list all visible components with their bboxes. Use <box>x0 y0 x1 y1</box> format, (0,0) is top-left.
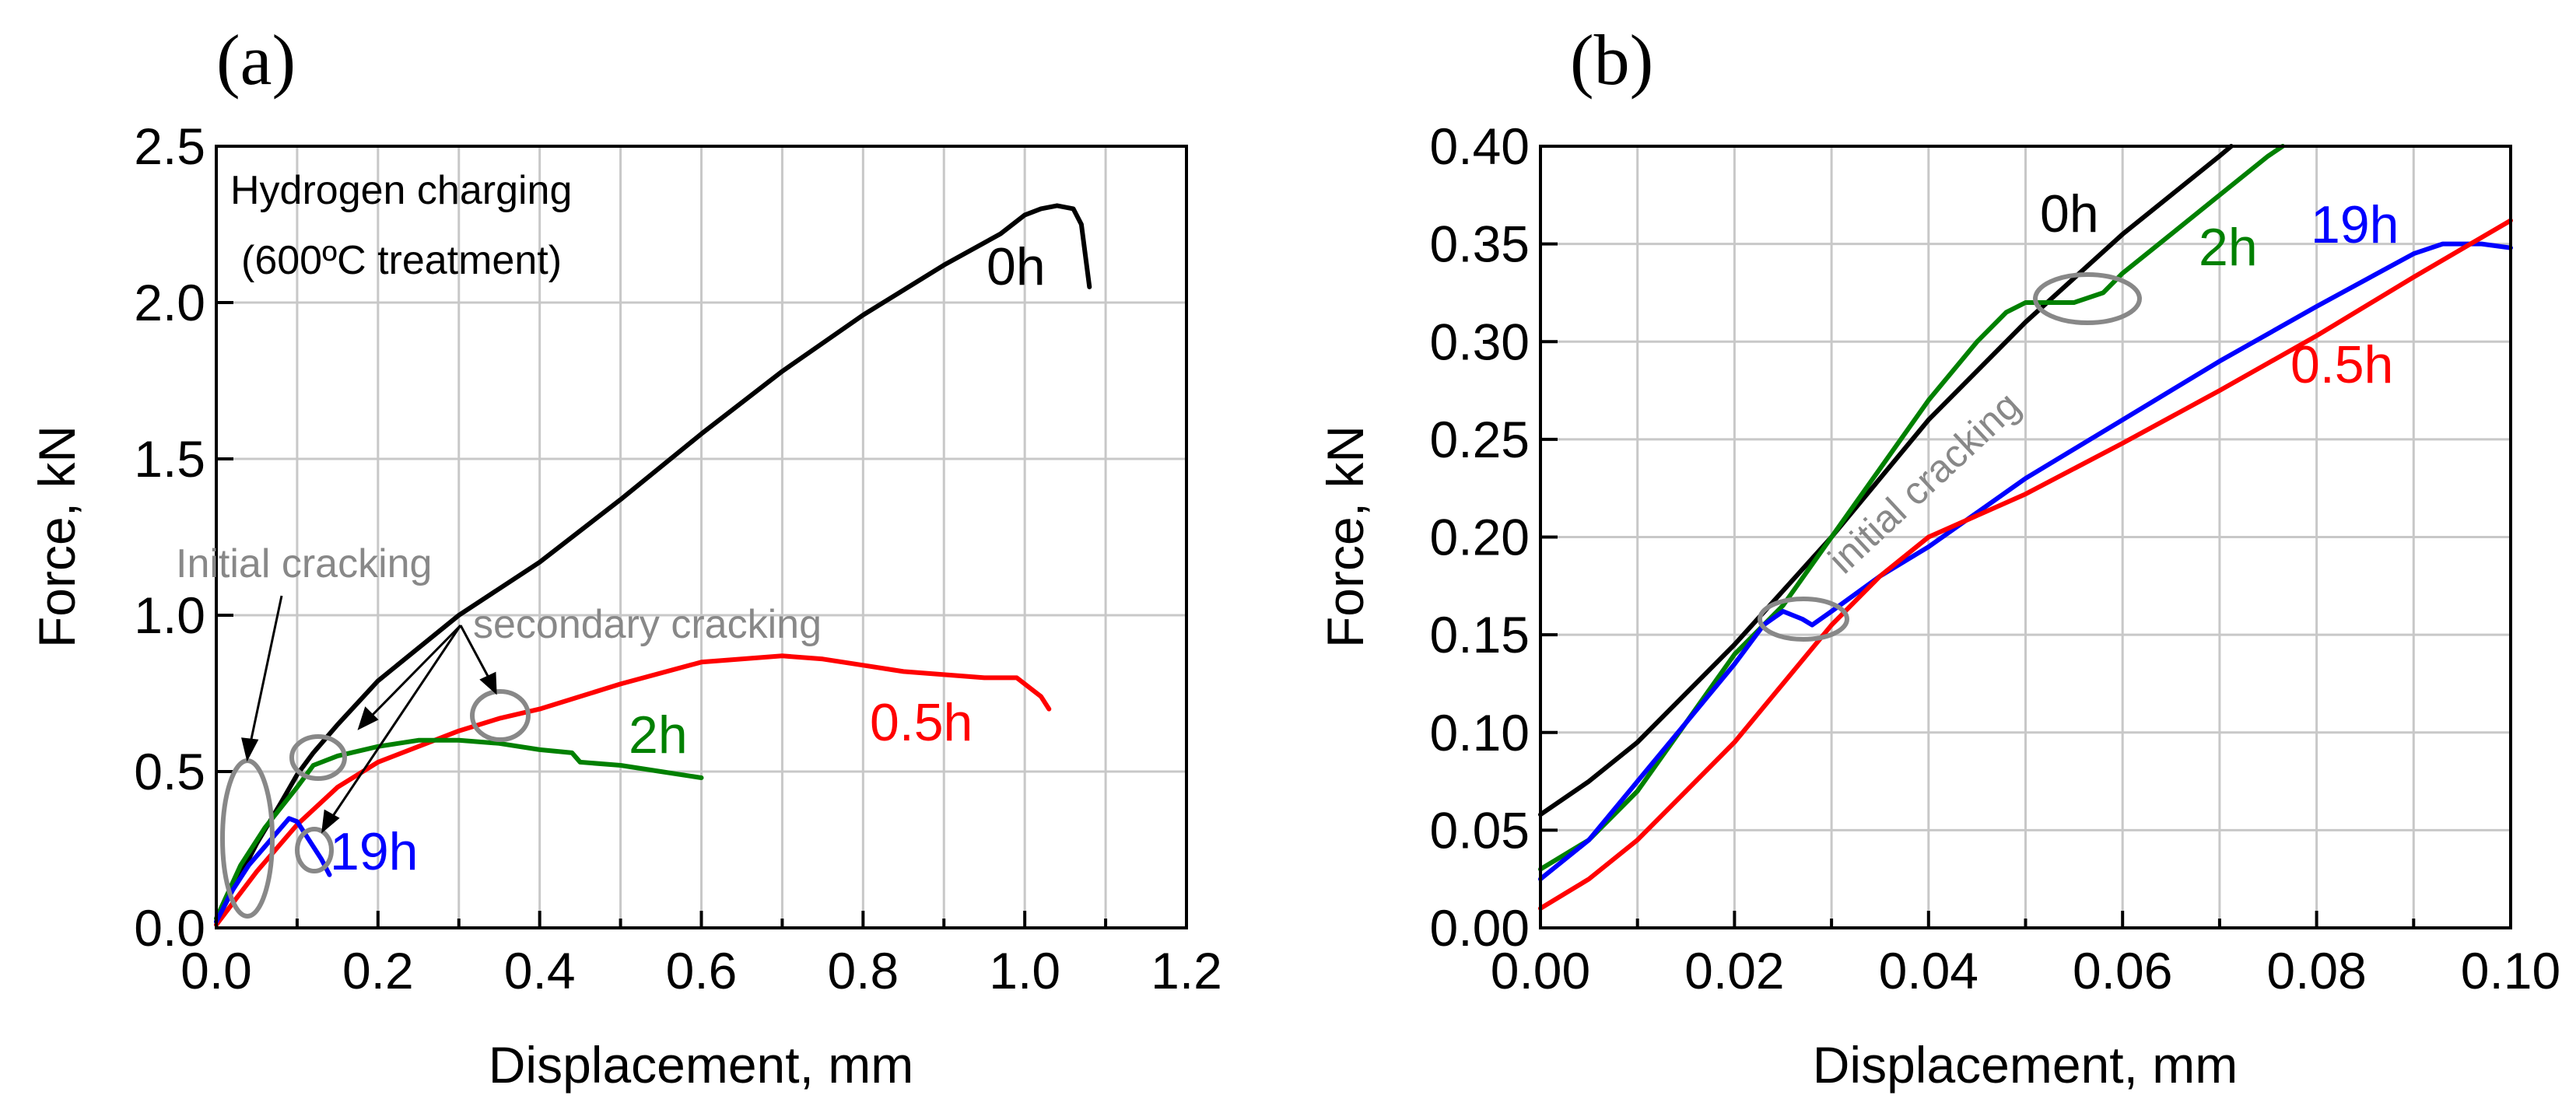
panel-b-y-tick-label: 0.30 <box>1430 313 1530 370</box>
panel-a-label-0h: 0h <box>987 237 1046 296</box>
panel-a-y-axis-label: Force, kN <box>28 425 86 648</box>
panel-b-chart: (b) 0.00 0.02 0.04 0.06 0.08 0.10 0.00 0.05 0.10… <box>1316 20 2560 1094</box>
panel-a-label: (a) <box>216 20 296 100</box>
panel-b-label-0.5h: 0.5h <box>2290 335 2393 394</box>
panel-a-x-tick-label: 1.2 <box>1151 942 1222 999</box>
panel-b-label-0h: 0h <box>2040 184 2099 243</box>
panel-b-y-tick-label: 0.05 <box>1430 801 1530 859</box>
panel-a-x-tick-label: 0.0 <box>180 942 252 999</box>
panel-b-y-tick-label: 0.20 <box>1430 509 1530 566</box>
panel-b-series-2h <box>1538 144 2285 872</box>
panel-a-series-19h <box>214 816 332 924</box>
panel-a-y-tick-label: 1.0 <box>134 586 205 644</box>
panel-b-series-0.5h <box>1538 218 2513 911</box>
panel-b-y-tick-label: 0.35 <box>1430 215 1530 273</box>
initial-cracking-annotation: Initial cracking <box>176 541 432 586</box>
panel-a-label-0.5h: 0.5h <box>870 693 973 752</box>
panel-a-x-tick-label: 1.0 <box>989 942 1060 999</box>
crack-ellipse-0.5h <box>470 689 531 742</box>
panel-a-grid <box>216 146 1186 928</box>
panel-b-ticks: 0.00 0.02 0.04 0.06 0.08 0.10 0.00 0.05 0.10 0.15… <box>1430 117 2561 999</box>
panel-b-y-tick-label: 0.25 <box>1430 411 1530 468</box>
panel-a-y-tick-label: 0.5 <box>134 743 205 800</box>
panel-b-x-tick-label: 0.02 <box>1684 942 1784 999</box>
crack-ellipse-19h-b <box>1758 597 1849 642</box>
panel-a-x-tick-label: 0.8 <box>827 942 899 999</box>
panel-a-series-2h <box>214 737 704 921</box>
panel-a-y-tick-label: 2.0 <box>134 274 205 331</box>
panel-b-y-tick-label: 0.40 <box>1430 117 1530 175</box>
crack-ellipse-19h <box>295 827 334 873</box>
panel-a-legend-title-line1: Hydrogen charging <box>230 168 572 213</box>
panel-b-grid <box>1540 146 2511 928</box>
panel-a-x-tick-label: 0.2 <box>342 942 414 999</box>
panel-b-label-2h: 2h <box>2199 218 2258 277</box>
panel-a-ticks: 0.0 0.2 0.4 0.6 0.8 1.0 1.2 0.0 0.5 1.0 1.5 2.0 2.5 <box>134 117 1222 999</box>
panel-a-label-2h: 2h <box>629 705 688 765</box>
panel-b-series-0h <box>1538 144 2234 817</box>
panel-a-chart: (a) 0.0 0.2 0.4 0.6 0.8 1.0 1.2 0.0 0.5 1.0 1.5 2.0… <box>28 20 1222 1094</box>
panel-a-y-tick-label: 0.0 <box>134 899 205 957</box>
panel-a-label-19h: 19h <box>330 822 418 881</box>
crack-ellipse-2h <box>289 734 347 781</box>
panel-b-series-19h <box>1538 241 2513 882</box>
panel-b-series <box>1538 144 2513 911</box>
panel-b-x-tick-label: 0.00 <box>1491 942 1590 999</box>
panel-a-y-tick-label: 1.5 <box>134 430 205 488</box>
panel-a-x-axis-label: Displacement, mm <box>489 1036 913 1094</box>
panel-a-x-tick-label: 0.6 <box>666 942 738 999</box>
panel-b-x-tick-label: 0.06 <box>2073 942 2172 999</box>
secondary-cracking-annotation: secondary cracking <box>473 602 822 647</box>
panel-b-label: (b) <box>1570 20 1653 100</box>
panel-b-x-tick-label: 0.10 <box>2461 942 2560 999</box>
panel-b-x-tick-label: 0.08 <box>2266 942 2366 999</box>
panel-a-annotation-arrows <box>241 595 497 834</box>
panel-b-y-tick-label: 0.15 <box>1430 606 1530 663</box>
panel-a-y-tick-label: 2.5 <box>134 117 205 175</box>
panel-b-x-axis-label: Displacement, mm <box>1813 1036 2238 1094</box>
panel-a-series-0h <box>214 203 1092 924</box>
panel-a-legend-title-line2: (600ºC treatment) <box>241 238 562 283</box>
panel-b-y-tick-label: 0.10 <box>1430 704 1530 761</box>
panel-b-y-tick-label: 0.00 <box>1430 899 1530 957</box>
panel-b-label-19h: 19h <box>2311 195 2399 254</box>
crack-ellipse-2h-b <box>2033 272 2142 325</box>
panel-a-series <box>214 203 1092 927</box>
panel-b-y-axis-label: Force, kN <box>1316 425 1374 648</box>
panel-a-series-0.5h <box>214 653 1052 927</box>
panel-a-x-tick-label: 0.4 <box>504 942 576 999</box>
panel-b-x-tick-label: 0.04 <box>1879 942 1978 999</box>
panel-b-crack-markers <box>1758 272 2142 642</box>
